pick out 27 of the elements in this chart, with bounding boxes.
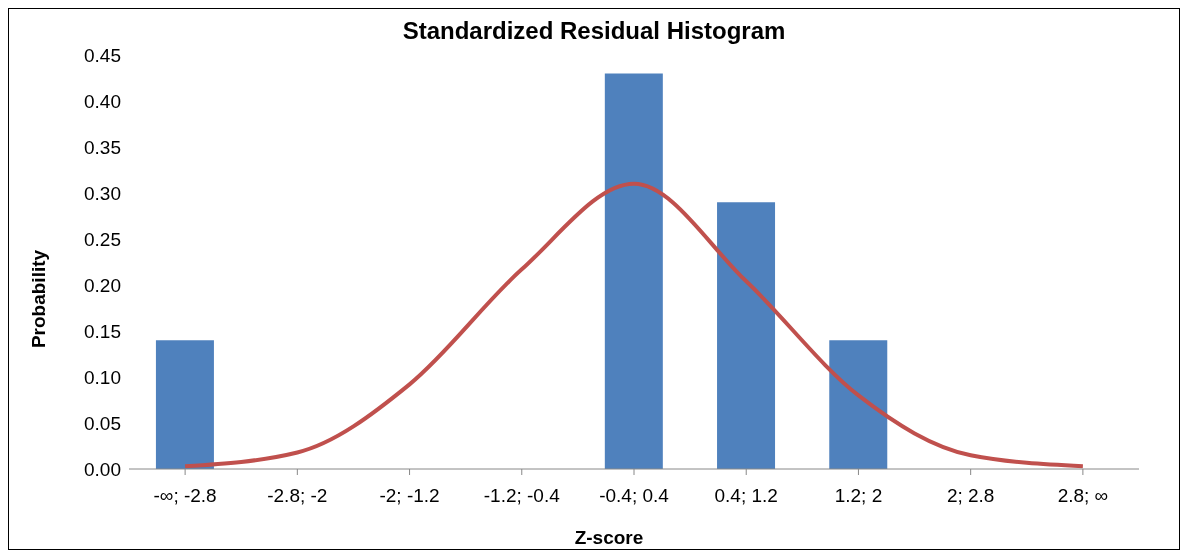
x-tick-label: -0.4; 0.4 [599, 485, 670, 507]
y-tick-label: 0.10 [84, 366, 121, 388]
x-tick-label: 2; 2.8 [946, 485, 995, 507]
y-tick-label: 0.45 [84, 44, 121, 66]
y-tick-label: 0.00 [84, 458, 121, 480]
x-tick-label: 1.2; 2 [834, 485, 883, 507]
x-tick-label: 0.4; 1.2 [714, 485, 778, 507]
bar [717, 202, 776, 469]
y-tick-label: 0.30 [84, 182, 121, 204]
bar [829, 340, 888, 469]
y-tick-label: 0.15 [84, 320, 121, 342]
y-axis-title: Probability [28, 249, 50, 349]
y-tick-label: 0.35 [84, 136, 121, 158]
x-axis-title: Z-score [573, 527, 645, 549]
y-tick-label: 0.25 [84, 228, 121, 250]
chart-title: Standardized Residual Histogram [401, 17, 787, 45]
x-tick-label: -∞; -2.8 [153, 485, 217, 507]
y-tick-label: 0.40 [84, 90, 121, 112]
x-tick-label: -2.8; -2 [267, 485, 328, 507]
x-tick-label: -1.2; -0.4 [483, 485, 561, 507]
y-tick-label: 0.20 [84, 274, 121, 296]
bar [604, 73, 663, 469]
x-tick-label: 2.8; ∞ [1057, 485, 1109, 507]
y-tick-label: 0.05 [84, 412, 121, 434]
bar [155, 340, 214, 469]
x-tick-label: -2; -1.2 [379, 485, 440, 507]
line-series [183, 181, 1085, 469]
